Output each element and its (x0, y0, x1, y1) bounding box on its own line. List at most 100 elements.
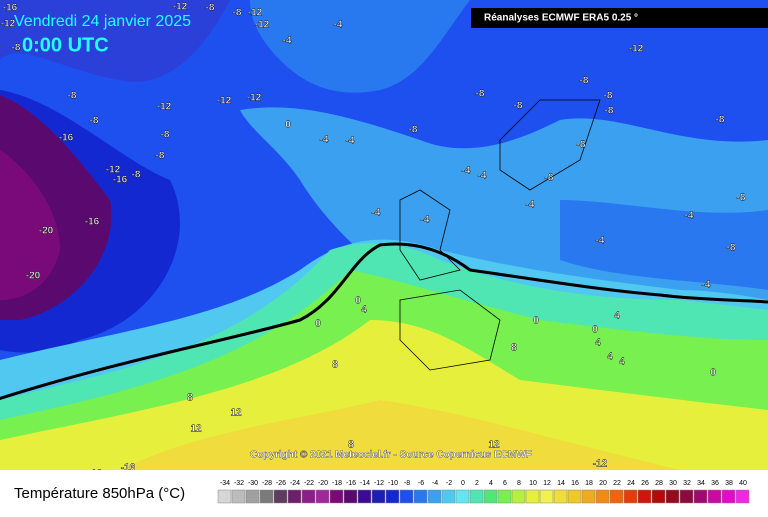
contour-label: -8 (727, 243, 736, 254)
contour-label: -8 (90, 116, 99, 127)
scale-tick-label: -10 (388, 480, 398, 487)
map-date: Vendredi 24 janvier 2025 (14, 13, 191, 30)
contour-label: 0 (355, 296, 361, 307)
contour-label: 12 (230, 408, 242, 419)
copyright: Copyright © 2021 Meteociel.fr - Source C… (250, 450, 532, 461)
scale-swatch (511, 489, 526, 504)
contour-label: 8 (348, 440, 354, 451)
scale-swatch (581, 489, 596, 504)
scale-swatch (329, 489, 344, 504)
scale-tick-label: -18 (332, 480, 342, 487)
scale-tick-label: -22 (304, 480, 314, 487)
scale-tick-label: -32 (234, 480, 244, 487)
scale-tick-label: -34 (220, 480, 230, 487)
scale-swatch (693, 489, 708, 504)
contour-label: -12 (255, 20, 270, 31)
scale-tick-label: -30 (248, 480, 258, 487)
contour-label: 0 (285, 120, 291, 131)
scale-swatch (609, 489, 624, 504)
scale-swatch (595, 489, 610, 504)
scale-swatch (315, 489, 330, 504)
contour-label: 4 (361, 305, 367, 316)
contour-label: -12 (248, 8, 263, 19)
scale-swatch (553, 489, 568, 504)
contour-label: -16 (113, 175, 128, 186)
scale-tick-label: 32 (683, 480, 691, 487)
scale-tick-label: 12 (543, 480, 551, 487)
contour-label: 4 (607, 352, 613, 363)
scale-swatch (343, 489, 358, 504)
source-box (471, 8, 768, 28)
contour-label: -16 (85, 217, 100, 228)
scale-swatch (497, 489, 512, 504)
scale-tick-label: -12 (374, 480, 384, 487)
scale-tick-label: -28 (262, 480, 272, 487)
contour-label: -8 (161, 130, 170, 141)
contour-label: -8 (156, 151, 165, 162)
contour-label: -4 (421, 215, 430, 226)
contour-label: -8 (716, 115, 725, 126)
contour-label: -4 (372, 208, 381, 219)
contour-label: -8 (604, 91, 613, 102)
contour-label: 8 (511, 343, 517, 354)
scale-tick-label: 0 (461, 480, 465, 487)
contour-label: -12 (173, 2, 188, 13)
scale-tick-label: -20 (318, 480, 328, 487)
contour-label: 0 (533, 316, 539, 327)
scale-tick-label: 34 (697, 480, 705, 487)
scale-tick-label: 4 (489, 480, 493, 487)
contour-label: 12 (190, 424, 202, 435)
scale-swatch (651, 489, 666, 504)
scale-swatch (721, 489, 736, 504)
contour-label: 8 (187, 393, 193, 404)
scale-tick-label: 6 (503, 480, 507, 487)
scale-tick-label: -14 (360, 480, 370, 487)
scale-swatch (665, 489, 680, 504)
scale-swatch (371, 489, 386, 504)
scale-swatch (273, 489, 288, 504)
scale-tick-label: 26 (641, 480, 649, 487)
scale-swatch (217, 489, 232, 504)
contour-label: -8 (514, 101, 523, 112)
contour-label: -4 (346, 136, 355, 147)
scale-swatch (735, 489, 750, 504)
scale-tick-label: 18 (585, 480, 593, 487)
scale-tick-label: -8 (404, 480, 410, 487)
color-scale: -34 -32 -30 -28 -26 -24 -22 -20 -18 -16 -14 -12 -10-… (217, 480, 750, 504)
scale-swatch (469, 489, 484, 504)
contour-label: 8 (332, 360, 338, 371)
contour-label: -4 (334, 20, 343, 31)
scale-swatch (357, 489, 372, 504)
scale-tick-label: -26 (276, 480, 286, 487)
scale-swatch (301, 489, 316, 504)
scale-tick-label: 20 (599, 480, 607, 487)
contour-label: -12 (629, 44, 644, 55)
contour-label: -4 (462, 166, 471, 177)
contour-label: -8 (132, 170, 141, 181)
legend-label: Température 850hPa (°C) (14, 485, 185, 502)
scale-swatch (623, 489, 638, 504)
contour-label: -8 (233, 8, 242, 19)
contour-label: 4 (595, 338, 601, 349)
scale-tick-label: 16 (571, 480, 579, 487)
contour-label: -4 (596, 236, 605, 247)
scale-tick-label: 24 (627, 480, 635, 487)
scale-swatch (525, 489, 540, 504)
map-background (0, 0, 768, 470)
contour-label: -20 (26, 271, 41, 282)
contour-label: 12 (488, 440, 500, 451)
scale-tick-label: 36 (711, 480, 719, 487)
contour-labels: -16-12-8-12 -8 -8 -12-12 -4-4-8-12-12 -12-8-1… (1, 1, 747, 479)
scale-swatch (399, 489, 414, 504)
scale-swatch (483, 489, 498, 504)
scale-tick-label: 38 (725, 480, 733, 487)
map-source: Réanalyses ECMWF ERA5 0.25 ° (484, 13, 638, 24)
contour-label: -12 (157, 102, 172, 113)
contour-label: -12 (217, 96, 232, 107)
contour-label: -4 (283, 36, 292, 47)
scale-swatch (259, 489, 274, 504)
scale-swatch (427, 489, 442, 504)
contour-label: -16 (3, 3, 18, 14)
contour-label: -12 (1, 19, 16, 30)
scale-tick-label: 30 (669, 480, 677, 487)
